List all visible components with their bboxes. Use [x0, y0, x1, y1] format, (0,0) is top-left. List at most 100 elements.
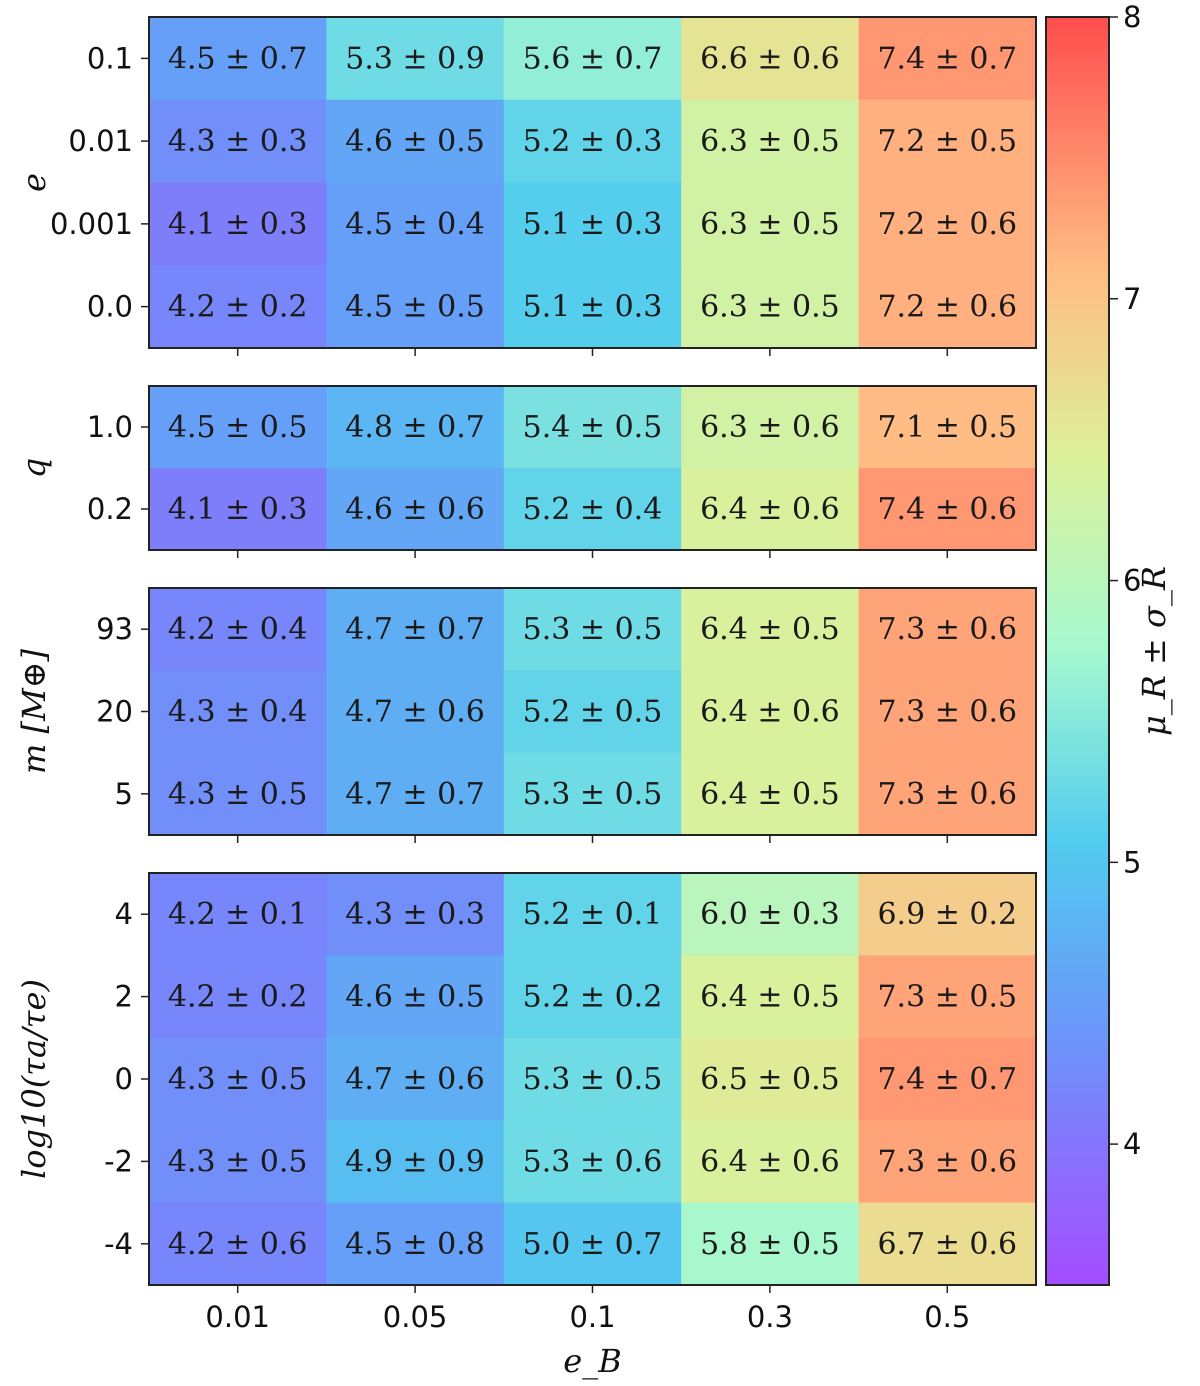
- heatmap-cell: [681, 265, 860, 349]
- heatmap-cell: [503, 873, 682, 956]
- cell-value-label: 6.4 ± 0.5: [700, 980, 840, 1015]
- y-tick-label: -4: [104, 1227, 133, 1261]
- cell-value-label: 7.2 ± 0.6: [877, 290, 1017, 325]
- cell-value-label: 7.3 ± 0.6: [877, 612, 1017, 647]
- heatmap-cell: [858, 1120, 1037, 1204]
- cell-value-label: 6.6 ± 0.6: [700, 41, 840, 76]
- cell-value-label: 4.7 ± 0.7: [345, 612, 485, 647]
- cell-value-label: 6.9 ± 0.2: [877, 897, 1017, 932]
- cell-value-label: 4.5 ± 0.4: [345, 207, 485, 242]
- heatmap-cell: [326, 182, 505, 266]
- heatmap-cell: [326, 1037, 505, 1121]
- heatmap-cell: [149, 752, 327, 836]
- cell-value-label: 7.3 ± 0.6: [877, 777, 1017, 812]
- cell-value-label: 7.1 ± 0.5: [877, 410, 1017, 445]
- heatmap-cell: [326, 955, 505, 1039]
- panel-2: 4.5 ± 0.5 4.8 ± 0.7 5.4 ± 0.5 6.3 ± 0.6 7.1 …: [15, 385, 1037, 558]
- cell-value-label: 4.5 ± 0.8: [345, 1227, 485, 1262]
- heatmap-cell: [503, 468, 682, 551]
- cell-value-label: 4.5 ± 0.5: [168, 410, 308, 445]
- heatmap-cell: [681, 386, 860, 469]
- heatmap-cell: [503, 955, 682, 1039]
- cell-value-label: 5.3 ± 0.5: [523, 612, 663, 647]
- colorbar-gradient: [1045, 16, 1110, 1286]
- cell-value-label: 6.3 ± 0.5: [700, 207, 840, 242]
- y-tick-label: 4: [115, 897, 133, 931]
- cell-value-label: 5.3 ± 0.5: [523, 777, 663, 812]
- heatmap-cell: [503, 386, 682, 469]
- heatmap-cell: [681, 1037, 860, 1121]
- cell-value-label: 5.3 ± 0.6: [523, 1144, 663, 1179]
- cell-value-label: 5.2 ± 0.3: [523, 124, 663, 159]
- heatmap-cell: [326, 1120, 505, 1204]
- heatmap-cell: [858, 1037, 1037, 1121]
- cell-value-label: 6.3 ± 0.6: [700, 410, 840, 445]
- cell-value-label: 6.3 ± 0.5: [700, 124, 840, 159]
- panels-layer: 4.5 ± 0.7 5.3 ± 0.9 5.6 ± 0.7 6.6 ± 0.6 7.4 …: [15, 16, 1037, 1293]
- cell-value-label: 4.2 ± 0.2: [168, 980, 308, 1015]
- x-tick-label: 0.3: [747, 1300, 793, 1334]
- cell-value-label: 6.4 ± 0.5: [700, 777, 840, 812]
- y-tick-label: 0: [115, 1062, 133, 1096]
- heatmap-cell: [326, 752, 505, 836]
- cell-value-label: 6.4 ± 0.6: [700, 695, 840, 730]
- panel-3: 4.2 ± 0.4 4.7 ± 0.7 5.3 ± 0.5 6.4 ± 0.5 7.3 …: [15, 587, 1037, 843]
- heatmap-cell: [681, 468, 860, 551]
- cell-value-label: 6.4 ± 0.6: [700, 492, 840, 527]
- heatmap-cell: [149, 99, 327, 183]
- cell-value-label: 5.2 ± 0.1: [523, 897, 663, 932]
- cell-value-label: 4.3 ± 0.4: [168, 695, 308, 730]
- cell-value-label: 6.3 ± 0.5: [700, 290, 840, 325]
- cell-value-label: 4.5 ± 0.5: [345, 290, 485, 325]
- x-tick-label: 0.05: [383, 1300, 448, 1334]
- heatmap-cell: [858, 17, 1037, 101]
- heatmap-cell: [681, 873, 860, 956]
- cell-value-label: 4.7 ± 0.7: [345, 777, 485, 812]
- heatmap-cell: [149, 265, 327, 349]
- cell-value-label: 4.5 ± 0.7: [168, 41, 308, 76]
- cell-value-label: 7.2 ± 0.5: [877, 124, 1017, 159]
- heatmap-cell: [503, 265, 682, 349]
- heatmap-cell: [326, 588, 505, 671]
- cell-value-label: 4.2 ± 0.2: [168, 290, 308, 325]
- y-axis-title: log10(τa/τe): [15, 979, 53, 1179]
- y-axis-title: m [M⊕]: [15, 648, 53, 774]
- heatmap-cell: [858, 873, 1037, 956]
- heatmap-cell: [858, 752, 1037, 836]
- heatmap-cell: [149, 955, 327, 1039]
- cell-value-label: 7.3 ± 0.6: [877, 695, 1017, 730]
- heatmap-cell: [503, 1037, 682, 1121]
- cell-value-label: 7.2 ± 0.6: [877, 207, 1017, 242]
- cell-value-label: 7.3 ± 0.5: [877, 980, 1017, 1015]
- cell-value-label: 4.3 ± 0.5: [168, 1144, 308, 1179]
- cell-value-label: 5.4 ± 0.5: [523, 410, 663, 445]
- cell-value-label: 4.6 ± 0.5: [345, 980, 485, 1015]
- heatmap-cell: [326, 873, 505, 956]
- heatmap-cell: [681, 1120, 860, 1204]
- cell-value-label: 6.5 ± 0.5: [700, 1062, 840, 1097]
- heatmap-cell: [149, 670, 327, 754]
- heatmap-cell: [326, 468, 505, 551]
- colorbar-tick-label: 6: [1123, 564, 1141, 598]
- cell-value-label: 4.3 ± 0.3: [168, 124, 308, 159]
- heatmap-cell: [149, 873, 327, 956]
- heatmap-cell: [149, 468, 327, 551]
- colorbar-title: μ_R ± σ_R: [1135, 566, 1173, 736]
- heatmap-cell: [858, 265, 1037, 349]
- heatmap-cell: [858, 955, 1037, 1039]
- x-tick-label: 0.5: [924, 1300, 970, 1334]
- cell-value-label: 4.6 ± 0.6: [345, 492, 485, 527]
- cell-value-label: 4.7 ± 0.6: [345, 695, 485, 730]
- cell-value-label: 4.2 ± 0.1: [168, 897, 308, 932]
- cell-value-label: 7.4 ± 0.7: [877, 41, 1017, 76]
- heatmap-cell: [326, 17, 505, 101]
- cell-value-label: 4.1 ± 0.3: [168, 492, 308, 527]
- cell-value-label: 4.2 ± 0.6: [168, 1227, 308, 1262]
- heatmap-cell: [503, 1202, 682, 1286]
- cell-value-label: 6.0 ± 0.3: [700, 897, 840, 932]
- cell-value-label: 7.3 ± 0.6: [877, 1144, 1017, 1179]
- y-axis-title: q: [15, 458, 53, 478]
- y-tick-label: 0.0: [87, 290, 133, 324]
- heatmap-cell: [858, 386, 1037, 469]
- heatmap-cell: [326, 265, 505, 349]
